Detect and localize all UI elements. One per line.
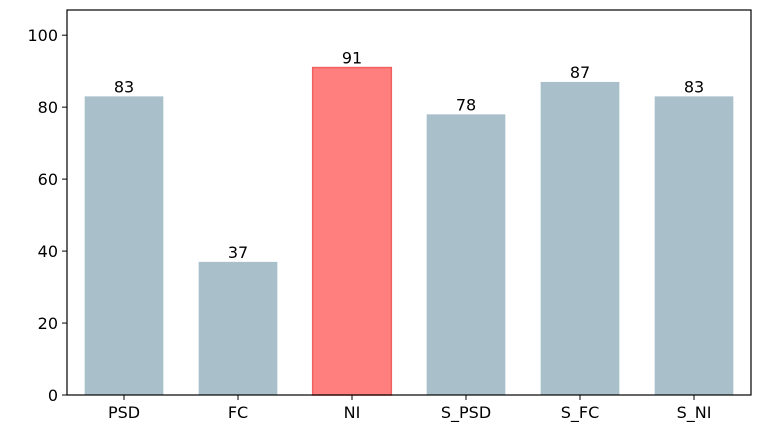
x-axis: PSD FC NI S_PSD S_FC S_NI (108, 395, 711, 423)
data-label: 78 (456, 95, 476, 114)
y-tick-label: 60 (38, 170, 58, 189)
bar-fc (198, 261, 278, 395)
y-tick-label: 40 (38, 242, 58, 261)
data-label: 83 (684, 77, 704, 96)
x-tick-label: FC (228, 403, 248, 422)
bars-group (84, 66, 734, 396)
x-tick-label: S_FC (561, 403, 600, 423)
x-tick-label: S_NI (677, 403, 712, 423)
bar-s-fc (540, 81, 620, 396)
bar-psd (84, 96, 164, 396)
y-axis: 0 20 40 60 80 100 (27, 26, 67, 405)
plot-frame (66, 9, 752, 396)
y-tick-label: 100 (27, 26, 58, 45)
x-tick-label: PSD (108, 403, 140, 422)
y-tick-label: 20 (38, 314, 58, 333)
data-label: 87 (570, 63, 590, 82)
data-label: 91 (342, 49, 362, 68)
x-tick-label: NI (344, 403, 361, 422)
bar-s-ni (654, 96, 734, 396)
bar-ni (311, 66, 393, 396)
x-tick-label: S_PSD (441, 403, 491, 423)
y-tick-label: 0 (48, 386, 58, 405)
data-labels-group: 83 37 91 78 87 83 (114, 49, 704, 262)
data-label: 37 (228, 243, 248, 262)
y-tick-label: 80 (38, 98, 58, 117)
data-label: 83 (114, 77, 134, 96)
bar-s-psd (426, 114, 506, 395)
